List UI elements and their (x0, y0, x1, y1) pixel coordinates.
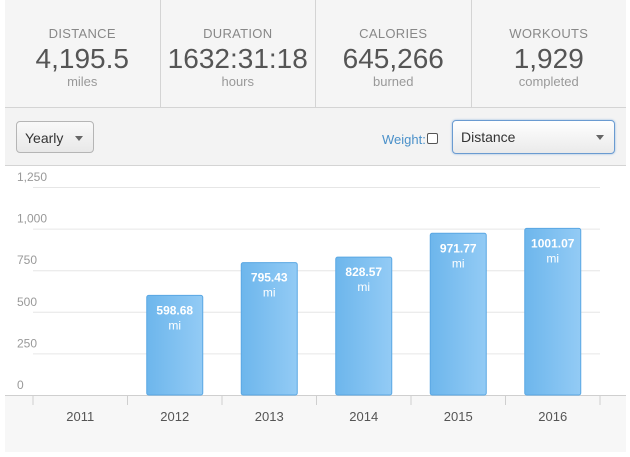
stat-calories: CALORIES 645,266 burned (316, 0, 472, 107)
distance-chart: 0 250 500 750 1,000 1,250 2011 598.68 mi 2012 795.… (5, 166, 626, 452)
bar-2012 (146, 294, 204, 396)
stat-unit: hours (221, 74, 255, 89)
x-tick-label: 2015 (444, 409, 473, 424)
chevron-down-icon (596, 135, 604, 140)
bar-unit-label: mi (168, 318, 181, 332)
stat-unit: completed (518, 74, 579, 89)
chart-toolbar: Yearly Weight: Distance (5, 108, 626, 166)
bar-2015 (429, 232, 487, 396)
stat-workouts: WORKOUTS 1,929 completed (472, 0, 627, 107)
stat-unit: miles (67, 74, 98, 89)
stat-distance: DISTANCE 4,195.5 miles (5, 0, 161, 107)
metric-select-value: Distance (461, 129, 516, 145)
stat-label: DURATION (203, 26, 273, 41)
bar-value-label: 971.77 (440, 241, 477, 255)
chevron-down-icon (75, 136, 83, 141)
stat-label: DISTANCE (48, 26, 116, 41)
y-tick-label: 0 (17, 378, 24, 392)
x-axis-band (5, 395, 626, 452)
stat-label: CALORIES (359, 26, 428, 41)
bar-2016 (524, 227, 582, 396)
stat-value: 1,929 (513, 43, 584, 74)
x-tick-label: 2011 (66, 409, 94, 424)
stat-unit: burned (373, 74, 414, 89)
stat-value: 4,195.5 (35, 43, 129, 74)
x-tick-label: 2016 (538, 409, 567, 424)
stat-label: WORKOUTS (509, 26, 589, 41)
bar-2014 (335, 256, 393, 396)
x-tick-label: 2012 (160, 409, 189, 424)
y-tick-label: 1,250 (17, 170, 47, 184)
metric-select[interactable]: Distance (452, 120, 615, 154)
bar-value-label: 828.57 (345, 265, 382, 279)
bar-unit-label: mi (263, 286, 276, 300)
weight-label: Weight: (382, 132, 426, 147)
bar-value-label: 1001.07 (531, 236, 575, 250)
bar-chart-svg: 02505007501,0001,2502011598.68mi2012795.… (5, 170, 626, 452)
period-select-value: Yearly (25, 130, 64, 146)
y-tick-label: 500 (17, 295, 37, 309)
y-tick-label: 750 (17, 253, 37, 267)
y-tick-label: 250 (17, 336, 37, 350)
stat-value: 1632:31:18 (167, 43, 308, 74)
bar-value-label: 598.68 (156, 303, 193, 317)
x-tick-label: 2013 (255, 409, 284, 424)
bar-unit-label: mi (452, 256, 465, 270)
stat-value: 645,266 (342, 43, 444, 74)
stats-bar: DISTANCE 4,195.5 miles DURATION 1632:31:… (5, 0, 626, 108)
weight-checkbox[interactable] (427, 133, 438, 144)
bar-unit-label: mi (546, 251, 559, 265)
y-tick-label: 1,000 (17, 212, 47, 226)
stat-duration: DURATION 1632:31:18 hours (161, 0, 316, 107)
bar-unit-label: mi (357, 280, 370, 294)
period-select[interactable]: Yearly (16, 121, 94, 153)
x-tick-label: 2014 (349, 409, 378, 424)
bar-value-label: 795.43 (251, 271, 288, 285)
bar-2013 (240, 262, 298, 396)
